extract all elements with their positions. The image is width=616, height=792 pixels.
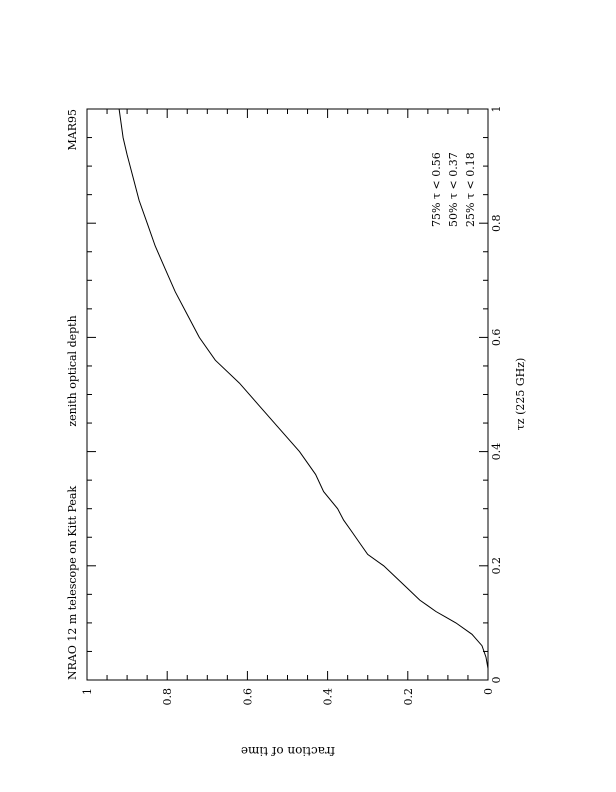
tick-labels: 0 0.2 0.4 0.6 0.8 1 0 0.2 0.4 0.6 0.8 1 (81, 106, 503, 706)
x-tick-label: 0.4 (490, 443, 503, 461)
chart-title-right: MAR95 (66, 109, 79, 151)
x-axis-label: τz (225 GHz) (514, 358, 527, 431)
y-tick-label: 1 (81, 688, 94, 695)
percentile-annotation: 25% τ < 0.18 (464, 152, 477, 227)
series-line (118, 108, 489, 680)
y-tick-label: 0 (482, 688, 495, 695)
y-tick-label: 0.2 (402, 688, 415, 706)
chart-title-center: zenith optical depth (66, 315, 79, 426)
x-tick-label: 0 (490, 677, 503, 684)
chart-title-left: NRAO 12 m telescope on Kitt Peak (66, 486, 79, 680)
annotations: 75% τ < 0.56 50% τ < 0.37 25% τ < 0.18 (430, 152, 477, 227)
axis-ticks (86, 108, 489, 681)
y-tick-label: 0.6 (241, 688, 254, 706)
plot-frame (86, 108, 489, 681)
y-tick-label: 0.8 (161, 688, 174, 706)
x-tick-label: 1 (490, 106, 503, 113)
x-tick-label: 0.8 (490, 214, 503, 232)
percentile-annotation: 50% τ < 0.37 (447, 152, 460, 227)
y-tick-label: 0.4 (322, 688, 335, 706)
x-tick-label: 0.2 (490, 557, 503, 575)
x-tick-label: 0.6 (490, 329, 503, 347)
percentile-annotation: 75% τ < 0.56 (430, 152, 443, 227)
y-axis-label: fraction of time (241, 744, 335, 758)
